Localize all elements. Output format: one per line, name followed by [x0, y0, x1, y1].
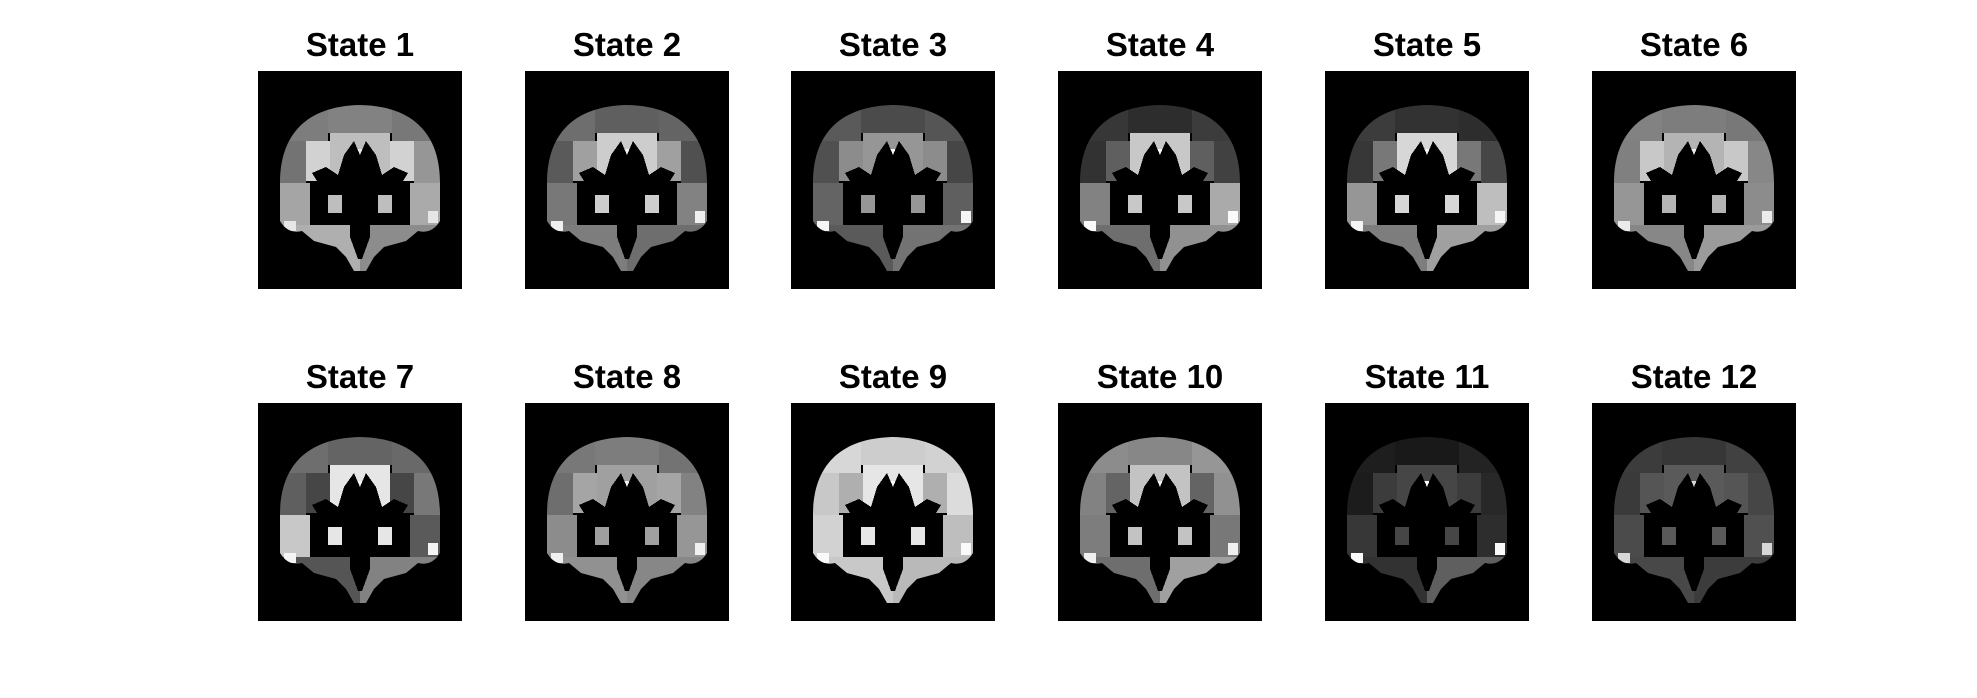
brain-slice-image: [1058, 403, 1262, 621]
state-title: State 12: [1630, 358, 1758, 395]
brain-slice-image: [1325, 71, 1529, 289]
state-title: State 2: [572, 26, 682, 63]
state-title: State 7: [305, 358, 415, 395]
state-title: State 9: [838, 358, 948, 395]
brain-slice-image: [791, 71, 995, 289]
state-title: State 11: [1364, 358, 1490, 395]
state-title: State 6: [1639, 26, 1749, 63]
brain-slice-image: [258, 71, 462, 289]
state-title: State 8: [572, 358, 682, 395]
brain-slice-image: [791, 403, 995, 621]
state-title: State 4: [1105, 26, 1215, 63]
state-title: State 5: [1372, 26, 1482, 63]
state-title: State 10: [1096, 358, 1224, 395]
brain-slice-image: [258, 403, 462, 621]
state-title: State 3: [838, 26, 948, 63]
state-title: State 1: [305, 26, 415, 63]
brain-slice-image: [525, 71, 729, 289]
brain-slice-image: [1058, 71, 1262, 289]
brain-slice-image: [1592, 403, 1796, 621]
brain-slice-image: [1592, 71, 1796, 289]
brain-slice-image: [525, 403, 729, 621]
brain-slice-image: [1325, 403, 1529, 621]
